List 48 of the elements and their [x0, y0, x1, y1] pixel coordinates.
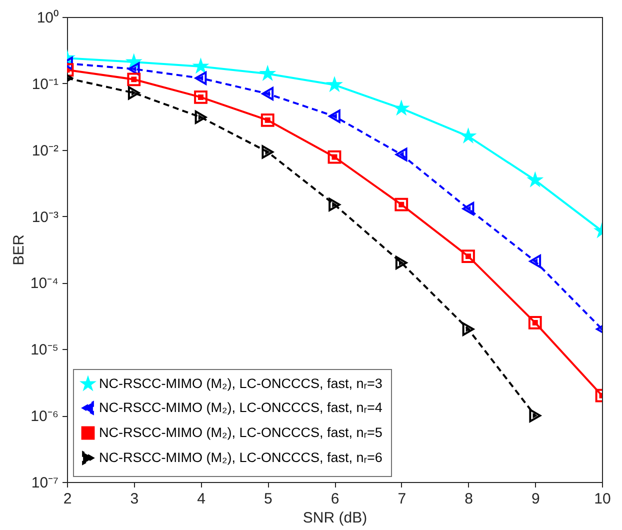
point — [262, 145, 274, 159]
point — [328, 110, 340, 123]
y-tick-label: 10⁻³ — [32, 208, 58, 226]
y-tick-label: 10⁰ — [36, 10, 58, 26]
x-tick-label: 2 — [63, 490, 72, 508]
y-tick-label: 10⁻⁶ — [30, 408, 58, 426]
point — [128, 86, 140, 100]
y-tick-label: 10⁻⁴ — [30, 275, 58, 292]
point — [128, 62, 140, 76]
y-tick-label: 10⁻⁷ — [31, 474, 58, 492]
point — [395, 148, 408, 162]
point — [528, 173, 542, 186]
x-tick-label: 4 — [197, 490, 206, 508]
point — [462, 322, 474, 336]
point — [260, 113, 274, 127]
point — [528, 316, 542, 330]
point — [462, 202, 474, 216]
point — [394, 102, 408, 114]
legend-label: NC-RSCC-MIMO (M₂), LC-ONCCCS, fast, nᵣ=6 — [99, 450, 382, 465]
x-tick-label: 6 — [330, 490, 340, 508]
point — [262, 87, 274, 100]
legend-label: NC-RSCC-MIMO (M₂), LC-ONCCCS, fast, nᵣ=5 — [99, 425, 382, 440]
y-axis-title: BER — [10, 234, 28, 266]
x-tick-label: 7 — [398, 490, 406, 508]
point — [462, 250, 475, 263]
point — [194, 110, 207, 124]
point — [194, 71, 207, 85]
point — [395, 256, 408, 270]
point — [328, 198, 340, 212]
point — [529, 408, 542, 422]
point — [394, 198, 408, 212]
x-axis-title: SNR (dB) — [302, 510, 368, 526]
point — [194, 90, 208, 104]
x-tick-label: 5 — [264, 490, 272, 508]
x-tick-label: 9 — [531, 490, 540, 508]
x-tick-label: 8 — [464, 490, 473, 508]
legend-label: NC-RSCC-MIMO (M₂), LC-ONCCCS, fast, nᵣ=3 — [99, 376, 382, 391]
y-tick-label: 10⁻¹ — [32, 76, 58, 93]
point — [529, 254, 542, 268]
y-tick-label: 10⁻⁵ — [30, 342, 58, 359]
point — [127, 55, 140, 68]
point — [194, 60, 208, 72]
y-tick-label: 10⁻² — [32, 142, 58, 160]
point — [328, 150, 342, 164]
point — [127, 72, 141, 86]
x-tick-label: 3 — [130, 490, 139, 508]
x-tick-label: 10 — [594, 490, 611, 508]
legend-label: NC-RSCC-MIMO (M₂), LC-ONCCCS, fast, nᵣ=4 — [99, 400, 383, 415]
